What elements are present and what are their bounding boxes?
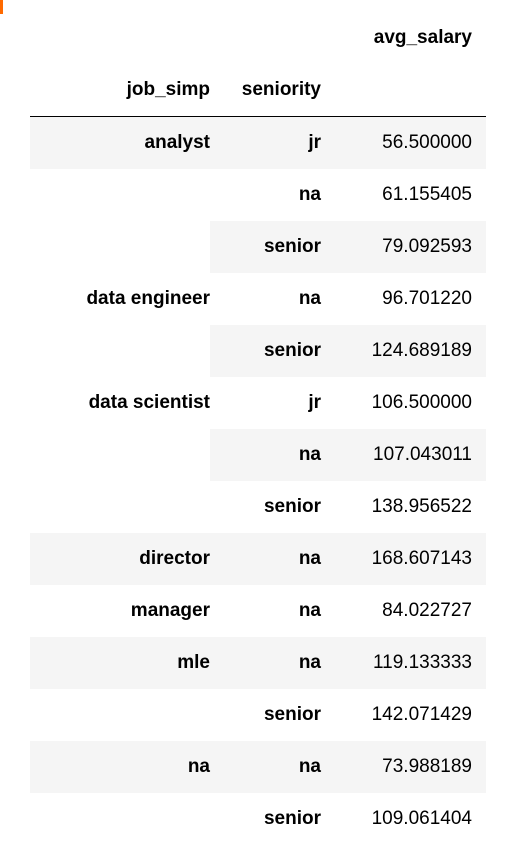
cell-seniority: na: [298, 652, 321, 673]
row-shade: [210, 429, 486, 481]
cell-seniority: senior: [263, 704, 321, 725]
dataframe-table: avg_salary job_simp seniority analyst jr 5…: [30, 12, 486, 845]
cell-avg-salary: 138.956522: [371, 496, 472, 517]
corner-marker: [0, 0, 3, 14]
table-row: data engineer na 96.701220: [30, 273, 486, 325]
row-shade: [210, 221, 486, 273]
cell-job-simp: mle: [177, 652, 210, 673]
table-row: senior 109.061404: [30, 793, 486, 845]
cell-avg-salary: 142.071429: [371, 704, 472, 725]
cell-seniority: senior: [263, 808, 321, 829]
cell-seniority: na: [298, 288, 321, 309]
cell-avg-salary: 61.155405: [382, 184, 472, 205]
cell-avg-salary: 73.988189: [382, 756, 472, 777]
table-row: senior 138.956522: [30, 481, 486, 533]
cell-seniority: jr: [308, 392, 321, 413]
header-job-simp: job_simp: [126, 79, 210, 100]
cell-seniority: na: [298, 444, 321, 465]
cell-seniority: na: [298, 184, 321, 205]
table-row: senior 142.071429: [30, 689, 486, 741]
cell-seniority: senior: [263, 236, 321, 257]
cell-seniority: senior: [263, 340, 321, 361]
row-shade: [30, 741, 486, 793]
header-seniority: seniority: [241, 79, 321, 100]
cell-seniority: jr: [308, 132, 321, 153]
table-row: na 107.043011: [30, 429, 486, 481]
cell-avg-salary: 79.092593: [382, 236, 472, 257]
table-row: na 61.155405: [30, 169, 486, 221]
cell-job-simp: data scientist: [88, 392, 210, 413]
cell-avg-salary: 84.022727: [382, 600, 472, 621]
table-row: manager na 84.022727: [30, 585, 486, 637]
cell-seniority: na: [298, 548, 321, 569]
cell-job-simp: director: [139, 548, 210, 569]
cell-seniority: na: [298, 756, 321, 777]
cell-seniority: senior: [263, 496, 321, 517]
table-row: senior 79.092593: [30, 221, 486, 273]
row-shade: [30, 533, 486, 585]
cell-job-simp: manager: [130, 600, 210, 621]
table-row: data scientist jr 106.500000: [30, 377, 486, 429]
row-shade: [30, 117, 486, 169]
table-row: analyst jr 56.500000: [30, 117, 486, 169]
header-row-values: avg_salary: [30, 12, 486, 64]
cell-avg-salary: 124.689189: [371, 340, 472, 361]
cell-seniority: na: [298, 600, 321, 621]
cell-job-simp: na: [187, 756, 210, 777]
table-row: senior 124.689189: [30, 325, 486, 377]
header-avg-salary: avg_salary: [373, 27, 472, 48]
cell-avg-salary: 107.043011: [373, 444, 472, 465]
cell-avg-salary: 106.500000: [371, 392, 472, 413]
cell-avg-salary: 168.607143: [371, 548, 472, 569]
cell-avg-salary: 56.500000: [382, 132, 472, 153]
table-row: na na 73.988189: [30, 741, 486, 793]
table-body: analyst jr 56.500000 na 61.155405 senior 79.09…: [30, 117, 486, 845]
header-row-index: job_simp seniority: [30, 64, 486, 117]
cell-avg-salary: 119.133333: [373, 652, 472, 673]
cell-job-simp: analyst: [144, 132, 210, 153]
cell-avg-salary: 109.061404: [371, 808, 472, 829]
cell-avg-salary: 96.701220: [382, 288, 472, 309]
table-row: mle na 119.133333: [30, 637, 486, 689]
table-row: director na 168.607143: [30, 533, 486, 585]
cell-job-simp: data engineer: [86, 288, 210, 309]
row-shade: [30, 637, 486, 689]
row-shade: [210, 325, 486, 377]
